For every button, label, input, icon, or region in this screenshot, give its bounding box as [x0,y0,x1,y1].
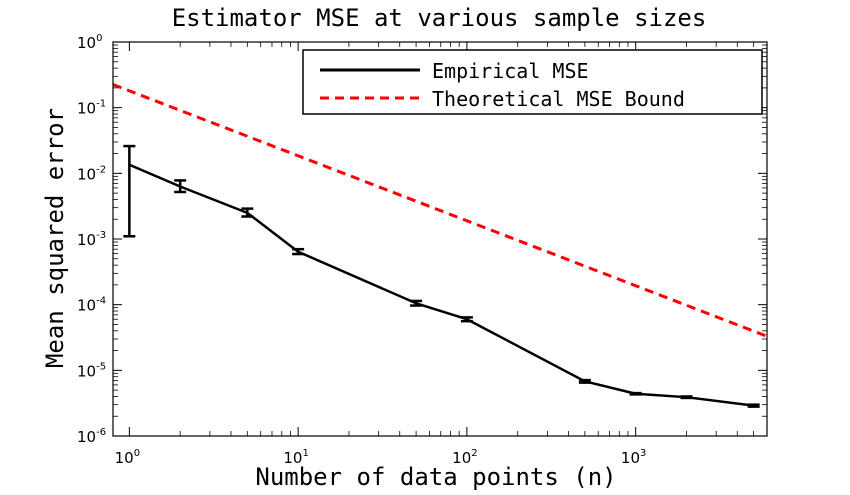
legend-box [302,49,763,115]
y-tick-label: 10-3 [77,230,106,249]
plot-frame [112,41,768,437]
y-tick-label: 10-1 [77,99,106,118]
legend: Empirical MSE Theoretical MSE Bound [302,49,763,115]
series-layer [112,83,768,408]
series-line-empirical-mse [128,163,754,407]
y-tick-label: 100 [77,33,102,52]
y-tick-label: 10-4 [77,296,106,315]
chart-title: Estimator MSE at various sample sizes [172,4,707,32]
y-tick-label: 10-5 [77,361,106,380]
x-axis-label: Number of data points (n) [255,463,616,491]
tick-layer: 100 101 102 103 10-6 10-5 10-4 10-3 10-2 10-1 100 [77,33,768,467]
y-tick-label: 10-2 [77,164,106,183]
x-tick-label: 100 [115,448,140,467]
y-axis-label: Mean squared error [41,108,69,368]
x-tick-label: 101 [283,448,308,467]
x-tick-label: 103 [621,448,646,467]
x-tick-label: 102 [452,448,477,467]
legend-label-empirical-mse: Empirical MSE [432,59,589,83]
legend-label-theoretical-mse-bound: Theoretical MSE Bound [432,87,685,111]
y-tick-label: 10-6 [77,427,106,446]
series-line-theoretical-mse-bound [112,83,768,338]
